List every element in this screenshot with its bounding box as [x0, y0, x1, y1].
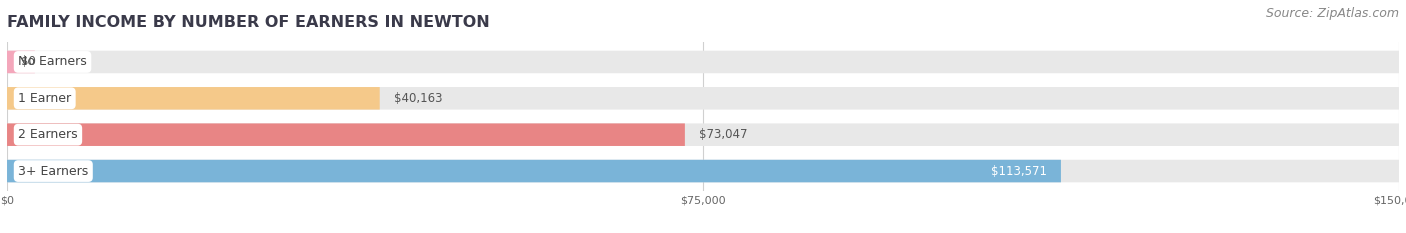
Text: 3+ Earners: 3+ Earners — [18, 164, 89, 178]
Text: 2 Earners: 2 Earners — [18, 128, 77, 141]
Text: FAMILY INCOME BY NUMBER OF EARNERS IN NEWTON: FAMILY INCOME BY NUMBER OF EARNERS IN NE… — [7, 15, 489, 30]
Text: $73,047: $73,047 — [699, 128, 748, 141]
FancyBboxPatch shape — [7, 51, 1399, 73]
FancyBboxPatch shape — [7, 87, 1399, 110]
Text: $0: $0 — [21, 55, 35, 69]
FancyBboxPatch shape — [7, 123, 685, 146]
Text: Source: ZipAtlas.com: Source: ZipAtlas.com — [1265, 7, 1399, 20]
FancyBboxPatch shape — [7, 51, 35, 73]
FancyBboxPatch shape — [7, 160, 1062, 182]
FancyBboxPatch shape — [7, 160, 1399, 182]
Text: $40,163: $40,163 — [394, 92, 441, 105]
Text: 1 Earner: 1 Earner — [18, 92, 72, 105]
FancyBboxPatch shape — [7, 123, 1399, 146]
Text: No Earners: No Earners — [18, 55, 87, 69]
FancyBboxPatch shape — [7, 87, 380, 110]
Text: $113,571: $113,571 — [991, 164, 1047, 178]
